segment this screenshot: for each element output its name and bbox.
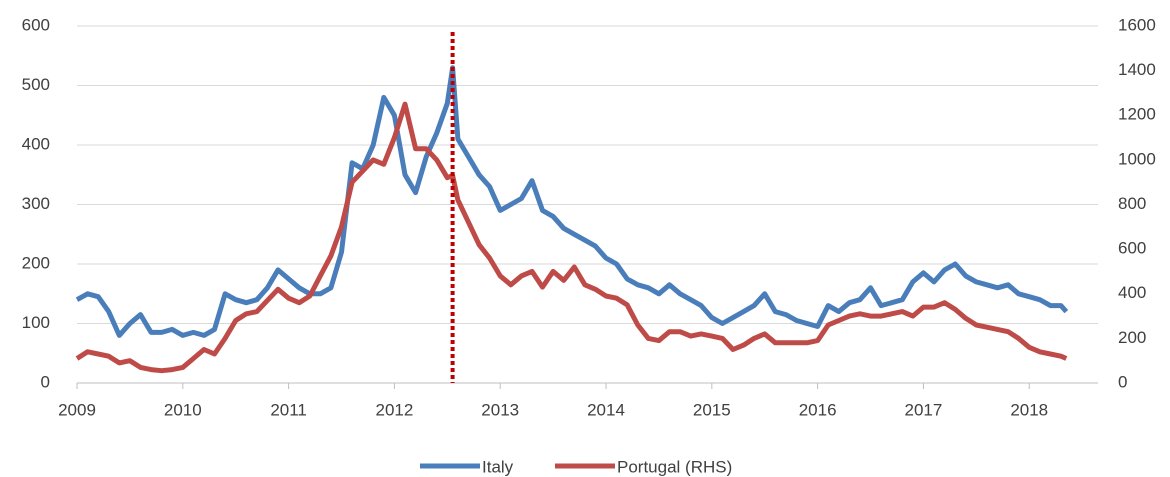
y-tick-label: 0 <box>41 372 50 391</box>
y-tick-label: 500 <box>22 75 50 94</box>
y2-tick-label: 1200 <box>1118 105 1156 124</box>
series-line <box>75 101 1068 374</box>
y2-tick-label: 200 <box>1118 328 1146 347</box>
legend-label: Italy <box>482 457 514 476</box>
x-tick-label: 2016 <box>799 400 837 419</box>
series-line <box>75 65 1069 338</box>
y2-tick-label: 800 <box>1118 194 1146 213</box>
x-tick-label: 2009 <box>58 400 96 419</box>
x-tick-label: 2018 <box>1010 400 1048 419</box>
y-tick-label: 100 <box>22 313 50 332</box>
y2-tick-label: 1400 <box>1118 60 1156 79</box>
x-tick-label: 2013 <box>481 400 519 419</box>
y-tick-label: 600 <box>22 15 50 34</box>
y-tick-label: 300 <box>22 194 50 213</box>
x-tick-label: 2017 <box>905 400 943 419</box>
x-tick-label: 2012 <box>375 400 413 419</box>
x-tick-label: 2014 <box>587 400 625 419</box>
y2-tick-label: 0 <box>1118 372 1127 391</box>
y2-tick-label: 600 <box>1118 239 1146 258</box>
y2-tick-label: 1000 <box>1118 149 1156 168</box>
x-tick-label: 2011 <box>270 400 307 419</box>
y2-tick-label: 1600 <box>1118 15 1156 34</box>
y2-tick-label: 400 <box>1118 283 1146 302</box>
y-tick-label: 400 <box>22 134 50 153</box>
legend-label: Portugal (RHS) <box>617 457 732 476</box>
x-tick-label: 2010 <box>164 400 202 419</box>
y-tick-label: 200 <box>22 253 50 272</box>
x-tick-label: 2015 <box>693 400 731 419</box>
